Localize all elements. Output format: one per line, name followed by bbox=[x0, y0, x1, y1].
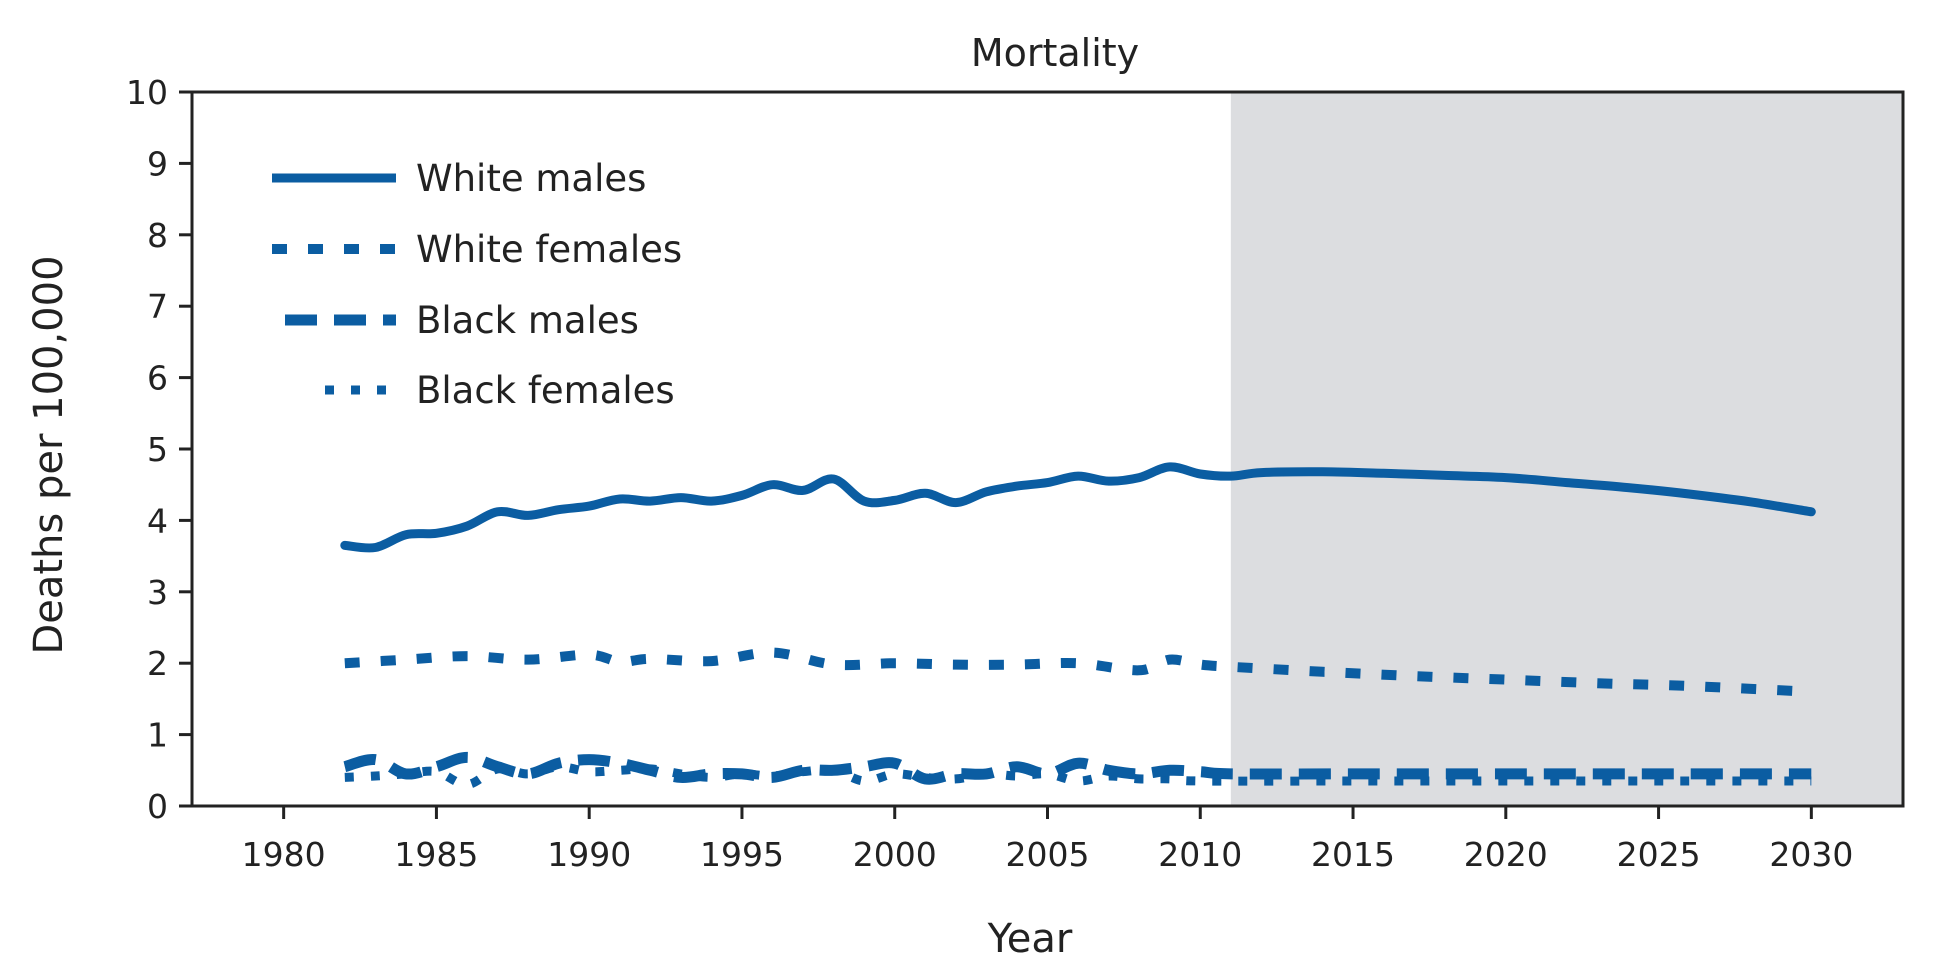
series-line-white-females bbox=[344, 647, 1812, 697]
y-tick-label: 9 bbox=[147, 144, 168, 183]
x-tick-label: 2025 bbox=[1617, 835, 1701, 874]
y-tick-label: 2 bbox=[147, 644, 168, 683]
y-tick-label: 6 bbox=[147, 359, 168, 398]
x-tick-label: 1980 bbox=[242, 835, 326, 874]
y-tick-label: 1 bbox=[147, 716, 168, 755]
y-tick-label: 8 bbox=[147, 216, 168, 255]
forecast-region bbox=[1230, 92, 1903, 806]
legend-label-black-males: Black males bbox=[416, 299, 639, 342]
legend-label-white-males: White males bbox=[416, 157, 646, 200]
x-tick-label: 1995 bbox=[700, 835, 784, 874]
x-tick-label: 2020 bbox=[1464, 835, 1548, 874]
legend-label-white-females: White females bbox=[416, 228, 682, 271]
y-tick-label: 10 bbox=[126, 73, 168, 112]
series-line-black-males bbox=[343, 751, 1812, 785]
x-tick-label: 2000 bbox=[853, 835, 937, 874]
x-tick-label: 2010 bbox=[1158, 835, 1242, 874]
chart-title: Mortality bbox=[971, 31, 1139, 75]
legend-label-black-females: Black females bbox=[416, 369, 675, 412]
x-axis-title: Year bbox=[987, 916, 1073, 962]
plot-area: 0 1 2 3 4 5 6 7 8 9 10 1980 1985 1990 1995 2000 2005 2010… bbox=[126, 73, 1905, 874]
y-tick-label: 3 bbox=[147, 573, 168, 612]
x-tick-label: 2005 bbox=[1006, 835, 1090, 874]
y-tick-label: 0 bbox=[147, 787, 168, 826]
y-tick-label: 7 bbox=[147, 287, 168, 326]
x-tick-label: 2015 bbox=[1311, 835, 1395, 874]
legend: White males White females Black males Black… bbox=[272, 157, 682, 412]
y-axis-title: Deaths per 100,000 bbox=[26, 255, 72, 654]
y-tick-label: 5 bbox=[147, 430, 168, 469]
series-line-white-males bbox=[340, 462, 1816, 553]
x-tick-label: 2030 bbox=[1769, 835, 1853, 874]
y-tick-label: 4 bbox=[147, 501, 168, 540]
x-tick-label: 1990 bbox=[547, 835, 631, 874]
series-line-black-females bbox=[344, 762, 1812, 790]
x-tick-label: 1985 bbox=[394, 835, 478, 874]
